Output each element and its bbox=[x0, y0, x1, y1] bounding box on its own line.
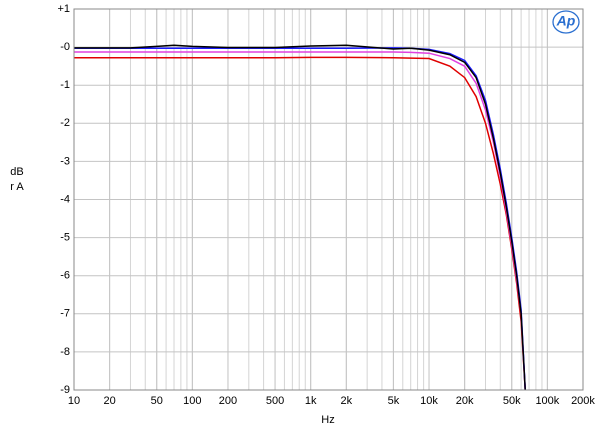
y-tick-label: -8 bbox=[60, 346, 70, 358]
series-line bbox=[74, 44, 526, 390]
x-tick-label: 2k bbox=[341, 395, 353, 407]
x-tick-label: 100 bbox=[183, 395, 201, 407]
y-tick-label: -2 bbox=[60, 117, 70, 129]
grid bbox=[73, 8, 584, 391]
x-tick-label: 200k bbox=[571, 395, 595, 407]
plot-frame bbox=[73, 8, 584, 391]
x-tick-label: 50k bbox=[503, 395, 521, 407]
x-tick-label: 10k bbox=[420, 395, 438, 407]
y-tick-label: -5 bbox=[60, 232, 70, 244]
y-axis-label: dBr A bbox=[10, 166, 24, 193]
x-tick-label: 20 bbox=[104, 395, 116, 407]
logo-text: Ap bbox=[556, 13, 576, 29]
x-tick-label: 5k bbox=[388, 395, 400, 407]
y-tick-label: -7 bbox=[60, 308, 70, 320]
x-tick-label: 10 bbox=[68, 395, 80, 407]
x-tick-label: 200 bbox=[219, 395, 237, 407]
logo-ring bbox=[552, 10, 580, 34]
y-tick-label: -4 bbox=[60, 193, 70, 205]
x-tick-label: 50 bbox=[151, 395, 163, 407]
y-tick-label: -1 bbox=[60, 79, 70, 91]
y-tick-label: -0 bbox=[60, 41, 70, 53]
x-tick-label: 20k bbox=[456, 395, 474, 407]
x-tick-label: 500 bbox=[266, 395, 284, 407]
logo: Ap bbox=[552, 10, 580, 34]
x-tick-label: 1k bbox=[305, 395, 317, 407]
plot bbox=[74, 44, 526, 390]
y-tick-label: -9 bbox=[60, 384, 70, 396]
x-tick-label: 100k bbox=[535, 395, 559, 407]
x-axis-label: Hz bbox=[321, 414, 334, 426]
y-tick-label: -3 bbox=[60, 155, 70, 167]
y-tick-label: -6 bbox=[60, 270, 70, 282]
y-tick-label: +1 bbox=[57, 3, 70, 15]
